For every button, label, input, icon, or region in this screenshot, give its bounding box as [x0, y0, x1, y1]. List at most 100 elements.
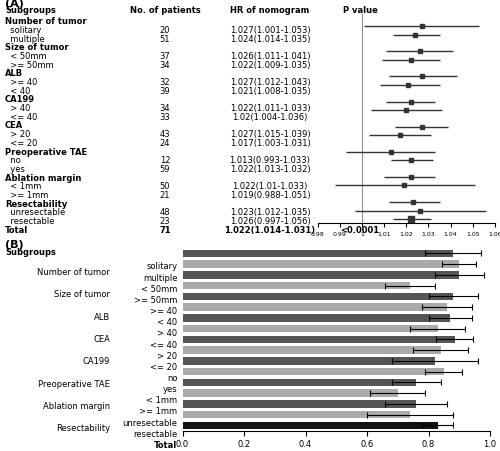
- Text: No. of patients: No. of patients: [130, 6, 200, 15]
- Text: 23: 23: [160, 217, 170, 226]
- Text: 21: 21: [160, 191, 170, 200]
- Text: (A): (A): [5, 0, 24, 9]
- Text: Subgroups: Subgroups: [5, 6, 56, 15]
- Text: 1.019(0.988-1.051): 1.019(0.988-1.051): [230, 191, 310, 200]
- Text: <0.0001: <0.0001: [342, 165, 378, 174]
- Text: 33: 33: [160, 113, 170, 122]
- Text: 50: 50: [160, 182, 170, 191]
- Text: 0.0001: 0.0001: [346, 104, 374, 113]
- Bar: [182, 325, 438, 332]
- Bar: [182, 378, 416, 386]
- Text: 1.023(1.012-1.035): 1.023(1.012-1.035): [230, 208, 310, 217]
- Text: Ablation margin: Ablation margin: [5, 174, 82, 183]
- Text: > 20: > 20: [5, 130, 30, 139]
- Text: <0.0001: <0.0001: [342, 208, 378, 217]
- Text: 1.02(1.004-1.036): 1.02(1.004-1.036): [232, 113, 308, 122]
- Text: HR of nomogram: HR of nomogram: [230, 6, 310, 15]
- Text: <0.0001: <0.0001: [342, 35, 378, 44]
- Text: 0.0001: 0.0001: [346, 182, 374, 191]
- Text: <= 20: <= 20: [5, 139, 38, 148]
- Text: 37: 37: [160, 52, 170, 61]
- Text: 0.0116: 0.0116: [346, 113, 374, 122]
- Text: 39: 39: [160, 87, 170, 96]
- Text: 43: 43: [160, 130, 170, 139]
- Text: 71: 71: [159, 226, 171, 235]
- Text: 1.022(1.014-1.031): 1.022(1.014-1.031): [224, 226, 316, 235]
- Text: 0.0011: 0.0011: [346, 60, 374, 69]
- Text: 1.027(1.012-1.043): 1.027(1.012-1.043): [230, 78, 310, 87]
- Text: CA199: CA199: [82, 357, 110, 366]
- Text: Preoperative TAE: Preoperative TAE: [38, 380, 110, 389]
- Text: ALB: ALB: [5, 69, 23, 78]
- Bar: [182, 422, 438, 429]
- Bar: [182, 271, 459, 279]
- Text: 20: 20: [160, 26, 170, 35]
- Bar: [182, 293, 453, 300]
- Text: 0.0012: 0.0012: [346, 87, 374, 96]
- Text: 34: 34: [160, 104, 170, 113]
- Text: 1.022(1.011-1.033): 1.022(1.011-1.033): [230, 104, 310, 113]
- Text: 1.013(0.993-1.033): 1.013(0.993-1.033): [230, 156, 310, 165]
- Bar: [182, 304, 447, 311]
- Text: 0.0812: 0.0812: [346, 217, 374, 226]
- Text: yes: yes: [5, 165, 25, 174]
- Text: solitary: solitary: [5, 26, 42, 35]
- Text: multiple: multiple: [5, 35, 45, 44]
- Text: ALB: ALB: [94, 313, 110, 322]
- Text: unresectable: unresectable: [5, 208, 65, 217]
- Text: P value: P value: [342, 6, 378, 15]
- Text: >= 1mm: >= 1mm: [140, 407, 177, 416]
- Text: CEA: CEA: [93, 335, 110, 344]
- Bar: [182, 357, 434, 364]
- Text: 0.2207: 0.2207: [346, 156, 374, 165]
- Text: <= 40: <= 40: [5, 113, 38, 122]
- Text: <= 40: <= 40: [150, 341, 178, 350]
- Text: >= 50mm: >= 50mm: [134, 296, 178, 305]
- Text: Size of tumor: Size of tumor: [5, 43, 68, 52]
- Text: CA199: CA199: [5, 96, 35, 104]
- Text: yes: yes: [163, 385, 178, 394]
- Text: < 50mm: < 50mm: [5, 52, 46, 61]
- Text: 0.0005: 0.0005: [346, 78, 374, 87]
- Text: 0.0138: 0.0138: [346, 139, 374, 148]
- Text: no: no: [5, 156, 21, 165]
- Text: Resectability: Resectability: [56, 424, 110, 433]
- Bar: [182, 260, 459, 268]
- Text: 1.022(1.013-1.032): 1.022(1.013-1.032): [230, 165, 310, 174]
- Text: Resectability: Resectability: [5, 200, 67, 209]
- Text: >= 40: >= 40: [5, 78, 38, 87]
- Text: <= 20: <= 20: [150, 363, 178, 372]
- Text: > 40: > 40: [158, 329, 178, 338]
- Text: 1.022(1.009-1.035): 1.022(1.009-1.035): [230, 60, 310, 69]
- Text: < 50mm: < 50mm: [141, 285, 178, 294]
- Text: Total: Total: [154, 441, 178, 450]
- Text: >= 1mm: >= 1mm: [5, 191, 49, 200]
- Text: no: no: [167, 374, 177, 383]
- Text: 1.024(1.014-1.035): 1.024(1.014-1.035): [230, 35, 310, 44]
- Text: unresectable: unresectable: [122, 419, 178, 428]
- Text: < 1mm: < 1mm: [5, 182, 42, 191]
- Text: 34: 34: [160, 60, 170, 69]
- Text: < 40: < 40: [5, 87, 30, 96]
- Text: Preoperative TAE: Preoperative TAE: [5, 147, 87, 156]
- Text: > 40: > 40: [5, 104, 30, 113]
- Text: 1.017(1.003-1.031): 1.017(1.003-1.031): [230, 139, 310, 148]
- Text: Size of tumor: Size of tumor: [54, 290, 110, 299]
- Text: 1.027(1.001-1.053): 1.027(1.001-1.053): [230, 26, 310, 35]
- Text: 1.027(1.015-1.039): 1.027(1.015-1.039): [230, 130, 310, 139]
- Text: resectable: resectable: [133, 430, 178, 439]
- Text: 1.026(1.011-1.041): 1.026(1.011-1.041): [230, 52, 310, 61]
- Text: 1.022(1.01-1.033): 1.022(1.01-1.033): [232, 182, 308, 191]
- Text: <0.0001: <0.0001: [342, 130, 378, 139]
- Text: Subgroups: Subgroups: [5, 248, 56, 257]
- Text: 0.2377: 0.2377: [346, 191, 374, 200]
- Text: 59: 59: [160, 165, 170, 174]
- Text: > 20: > 20: [158, 352, 178, 361]
- Text: 12: 12: [160, 156, 170, 165]
- Text: Number of tumor: Number of tumor: [37, 268, 110, 277]
- Text: multiple: multiple: [143, 274, 178, 283]
- Text: (B): (B): [5, 239, 24, 249]
- Text: >= 50mm: >= 50mm: [5, 60, 54, 69]
- Text: resectable: resectable: [5, 217, 54, 226]
- Bar: [182, 368, 444, 375]
